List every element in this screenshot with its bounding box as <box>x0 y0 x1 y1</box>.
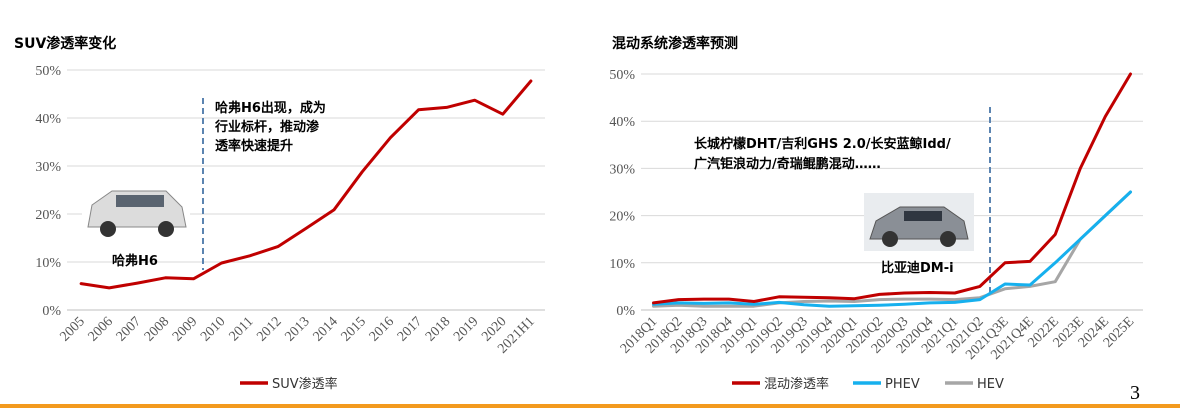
car-window <box>904 211 942 221</box>
page-number: 3 <box>1130 382 1140 404</box>
car-wheel <box>940 231 956 247</box>
x-tick-label: 2009 <box>170 314 200 344</box>
annotation-line: 哈弗H6出现，成为 <box>215 100 326 116</box>
y-tick-label: 10% <box>35 256 61 271</box>
x-tick-label: 2005 <box>57 314 87 344</box>
series-line-3 <box>652 190 1132 308</box>
car-body <box>869 206 969 240</box>
car-wheel <box>158 221 174 237</box>
y-tick-label: 50% <box>609 68 635 83</box>
y-tick-label: 20% <box>609 210 635 225</box>
x-tick-label: 2011 <box>227 314 257 344</box>
x-tick-label: 2015 <box>339 314 369 344</box>
car-wheel <box>882 231 898 247</box>
series-line-1 <box>652 72 1132 305</box>
chart-2: 0%10%20%30%40%50%2018Q12018Q22018Q32018Q… <box>609 68 1143 392</box>
annotation-line: 长城柠檬DHT/吉利GHS 2.0/长安蓝鲸Idd/ <box>694 136 951 152</box>
y-tick-label: 0% <box>42 304 61 319</box>
x-tick-label: 2017 <box>395 314 425 344</box>
y-tick-label: 50% <box>35 64 61 79</box>
chart2-title: 混动系统渗透率预测 <box>612 36 738 52</box>
bottom-rule <box>0 404 1180 408</box>
annotation-line: 广汽钜浪动力/奇瑞鲲鹏混动…… <box>694 156 881 172</box>
x-tick-label: 2012 <box>254 314 284 344</box>
chart1-title: SUV渗透率变化 <box>14 36 117 52</box>
x-tick-label: 2019 <box>451 314 481 344</box>
legend-label: HEV <box>977 377 1004 392</box>
legend-label: PHEV <box>885 377 920 392</box>
y-tick-label: 30% <box>35 160 61 175</box>
y-tick-label: 20% <box>35 208 61 223</box>
car-photo <box>864 193 974 251</box>
legend-label: 混动渗透率 <box>764 376 829 392</box>
chart-1: 0%10%20%30%40%50%20052006200720082009201… <box>35 64 545 392</box>
x-tick-label: 2008 <box>142 314 172 344</box>
x-tick-label: 2006 <box>86 314 116 344</box>
series-line-2 <box>652 190 1132 308</box>
car-photo <box>82 183 190 241</box>
y-tick-label: 30% <box>609 162 635 177</box>
x-tick-label: 2014 <box>311 314 341 344</box>
car-wheel <box>100 221 116 237</box>
annotation-line: 透率快速提升 <box>215 138 293 154</box>
y-tick-label: 0% <box>616 304 635 319</box>
x-tick-label: 2013 <box>282 314 312 344</box>
x-tick-label: 2016 <box>367 314 397 344</box>
annotation-line: 行业标杆，推动渗 <box>214 119 320 135</box>
x-tick-label: 2007 <box>114 314 144 344</box>
y-tick-label: 40% <box>609 115 635 130</box>
car-label: 比亚迪DM-i <box>881 260 954 276</box>
legend-label: SUV渗透率 <box>272 376 338 392</box>
y-tick-label: 40% <box>35 112 61 127</box>
x-tick-label: 2018 <box>423 314 453 344</box>
car-label: 哈弗H6 <box>112 253 158 269</box>
car-window <box>116 195 164 207</box>
series-line-1 <box>79 79 533 290</box>
y-tick-label: 10% <box>609 257 635 272</box>
x-tick-label: 2010 <box>198 314 228 344</box>
